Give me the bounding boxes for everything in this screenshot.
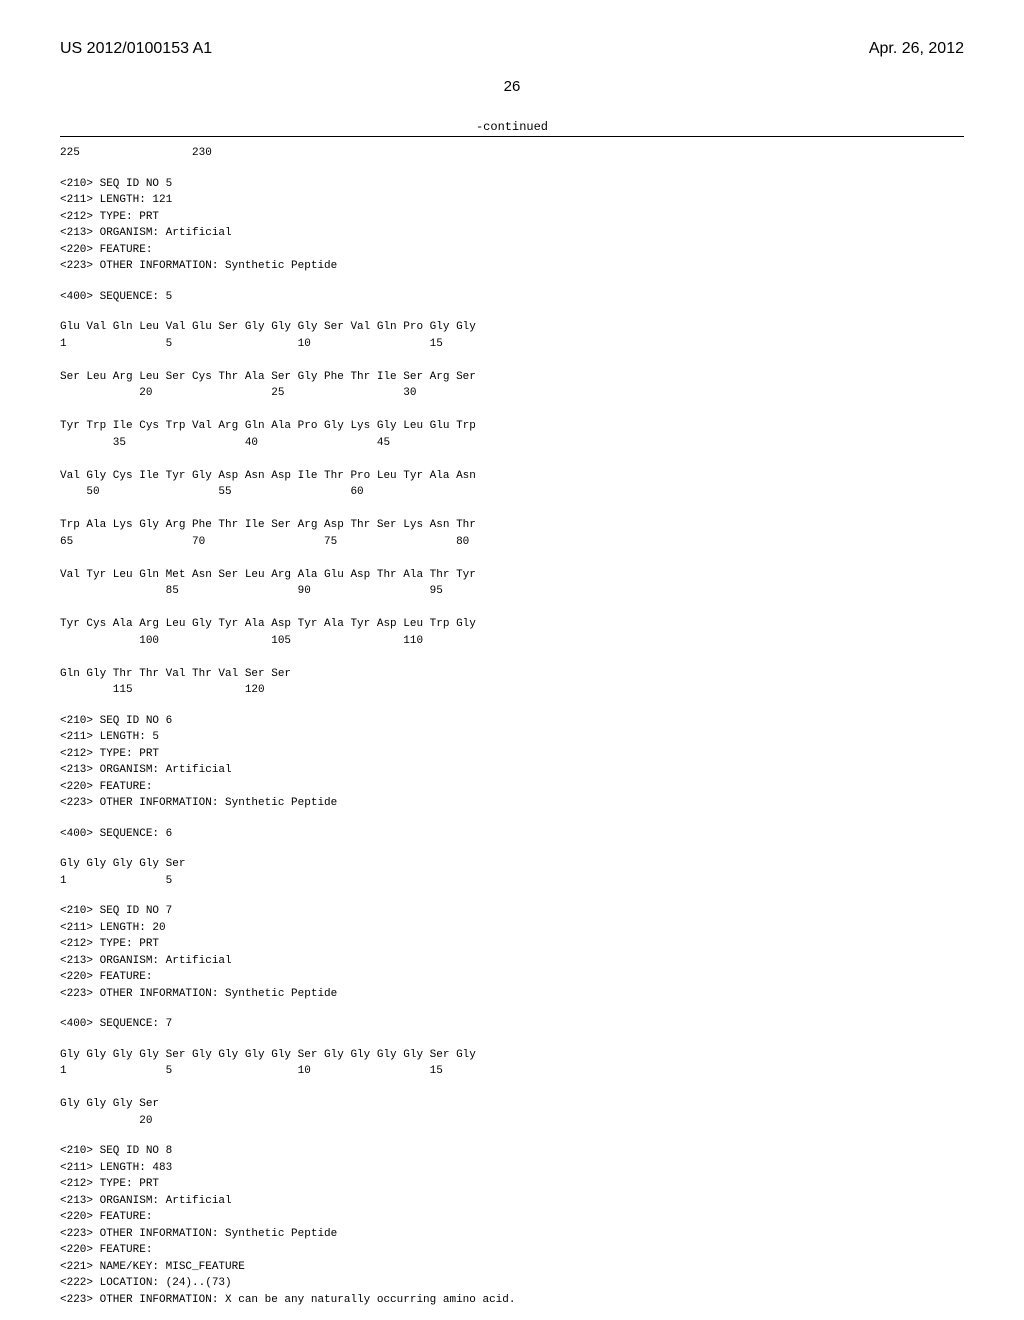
- seq5-sequence: Glu Val Gln Leu Val Glu Ser Gly Gly Gly …: [60, 319, 964, 699]
- seq7-sequence: Gly Gly Gly Gly Ser Gly Gly Gly Gly Ser …: [60, 1047, 964, 1130]
- publication-id: US 2012/0100153 A1: [60, 40, 212, 58]
- publication-date: Apr. 26, 2012: [869, 40, 964, 58]
- divider: [60, 136, 964, 137]
- seq8-meta: <210> SEQ ID NO 8 <211> LENGTH: 483 <212…: [60, 1143, 964, 1308]
- seq6-meta: <210> SEQ ID NO 6 <211> LENGTH: 5 <212> …: [60, 713, 964, 812]
- seq7-meta: <210> SEQ ID NO 7 <211> LENGTH: 20 <212>…: [60, 903, 964, 1002]
- tail-numbers: 225 230: [60, 145, 964, 162]
- seq5-meta: <210> SEQ ID NO 5 <211> LENGTH: 121 <212…: [60, 176, 964, 275]
- continued-label: -continued: [60, 120, 964, 134]
- seq7-label: <400> SEQUENCE: 7: [60, 1016, 964, 1033]
- seq6-sequence: Gly Gly Gly Gly Ser 1 5: [60, 856, 964, 889]
- page-header: US 2012/0100153 A1 Apr. 26, 2012: [60, 40, 964, 58]
- seq6-label: <400> SEQUENCE: 6: [60, 826, 964, 843]
- seq5-label: <400> SEQUENCE: 5: [60, 289, 964, 306]
- page-number: 26: [60, 78, 964, 95]
